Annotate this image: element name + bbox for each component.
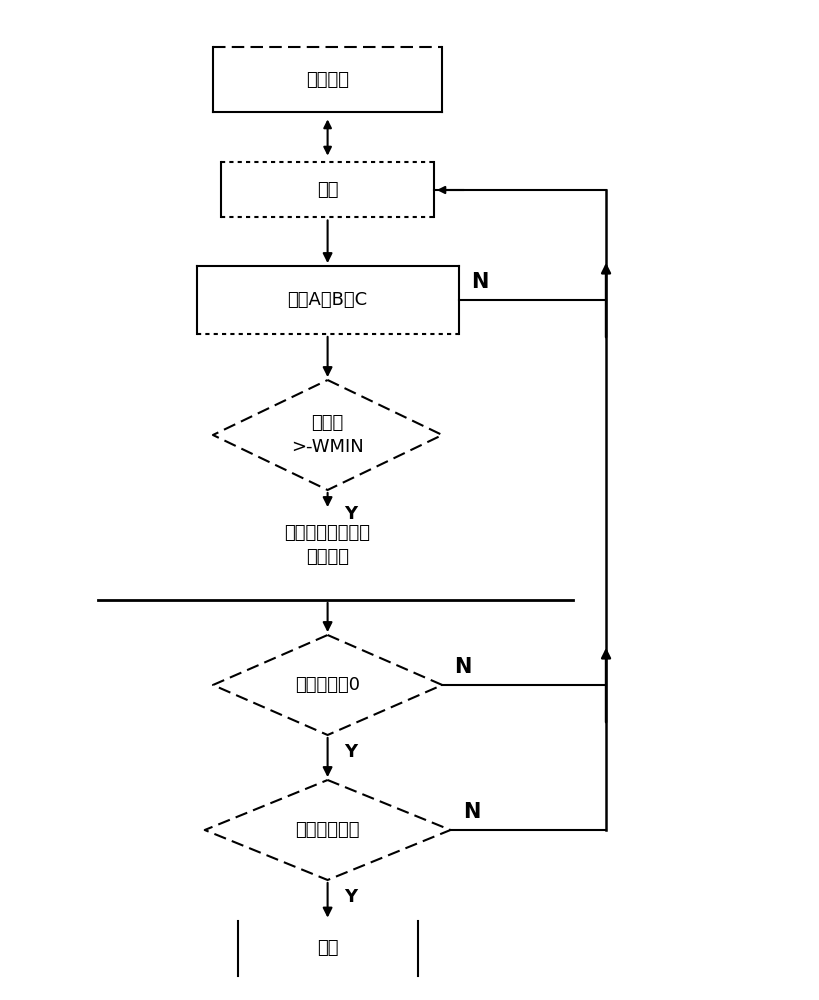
Text: Y: Y — [344, 505, 357, 523]
Text: 采样: 采样 — [317, 181, 338, 199]
Text: 计算A、B、C: 计算A、B、C — [287, 291, 368, 309]
Text: 触发: 触发 — [317, 939, 338, 957]
Text: 等待时间＝0: 等待时间＝0 — [295, 676, 360, 694]
Text: 故障开始: 故障开始 — [306, 71, 349, 89]
Text: N: N — [455, 657, 472, 677]
Text: N: N — [463, 802, 480, 822]
Text: N: N — [471, 272, 488, 292]
Text: 搜索过零点，确定
等待时间: 搜索过零点，确定 等待时间 — [284, 524, 371, 566]
Text: Y: Y — [344, 743, 357, 761]
Text: 数据窗
>-WMIN: 数据窗 >-WMIN — [292, 414, 364, 456]
Text: Y: Y — [344, 888, 357, 906]
Text: 保护系统触发: 保护系统触发 — [296, 821, 360, 839]
